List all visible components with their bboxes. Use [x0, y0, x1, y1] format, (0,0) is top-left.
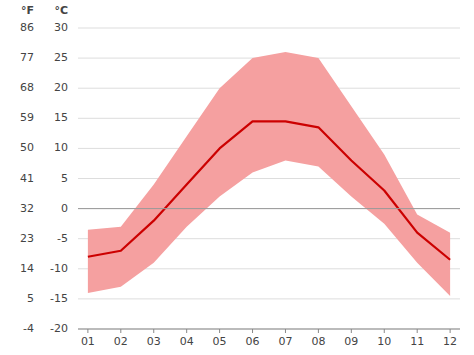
x-tick-label: 09 — [344, 335, 358, 348]
x-tick-label: 01 — [81, 335, 95, 348]
x-tick-label: 03 — [147, 335, 161, 348]
x-tick — [153, 329, 154, 333]
y2-tick-label: 23 — [20, 232, 34, 245]
plot-area — [88, 52, 450, 296]
grid-line — [78, 28, 460, 29]
y2-tick-label: 68 — [20, 81, 34, 94]
y2-tick-label: 32 — [20, 202, 34, 215]
y-tick-label: -5 — [57, 232, 68, 245]
x-tick — [285, 329, 286, 333]
y-tick-label: 30 — [54, 21, 68, 34]
grid-line — [78, 329, 460, 330]
x-tick-label: 08 — [311, 335, 325, 348]
y2-axis-label: °F — [21, 4, 34, 17]
x-tick-label: 02 — [114, 335, 128, 348]
grid-line — [78, 178, 460, 179]
y-tick-label: -20 — [50, 322, 68, 335]
line — [88, 121, 450, 259]
y-axis-label: °C — [54, 4, 68, 17]
x-tick — [417, 329, 418, 333]
y2-tick-label: 14 — [20, 262, 34, 275]
x-tick-label: 10 — [377, 335, 391, 348]
y2-tick-label: 5 — [27, 292, 34, 305]
grid-line — [78, 208, 460, 209]
y-tick-label: 25 — [54, 51, 68, 64]
x-tick — [120, 329, 121, 333]
x-tick — [450, 329, 451, 333]
x-tick — [219, 329, 220, 333]
grid — [78, 28, 460, 329]
y-tick-label: 5 — [61, 172, 68, 185]
grid-line — [78, 298, 460, 299]
x-tick — [384, 329, 385, 333]
y-tick-label: 10 — [54, 141, 68, 154]
x-tick-label: 07 — [278, 335, 292, 348]
range-band — [88, 52, 450, 296]
y2-tick-label: 50 — [20, 141, 34, 154]
x-tick — [351, 329, 352, 333]
y-tick-label: -10 — [50, 262, 68, 275]
x-tick-label: 11 — [410, 335, 424, 348]
zero-line — [78, 208, 460, 209]
y2-tick-label: 77 — [20, 51, 34, 64]
y2-tick-label: -4 — [23, 322, 34, 335]
x-axis-line — [78, 329, 460, 330]
y2-tick-label: 41 — [20, 172, 34, 185]
x-tick-label: 06 — [246, 335, 260, 348]
y-tick-label: 15 — [54, 111, 68, 124]
y2-tick-label: 59 — [20, 111, 34, 124]
x-tick-label: 05 — [213, 335, 227, 348]
x-tick — [87, 329, 88, 333]
x-tick — [252, 329, 253, 333]
chart: -20-15-10-5051015202530-4514233241505968… — [0, 0, 474, 355]
x-tick-label: 04 — [180, 335, 194, 348]
y-tick-label: 0 — [61, 202, 68, 215]
x-tick — [318, 329, 319, 333]
y2-tick-label: 86 — [20, 21, 34, 34]
x-tick — [186, 329, 187, 333]
y-tick-label: 20 — [54, 81, 68, 94]
x-tick-label: 12 — [443, 335, 457, 348]
y-tick-label: -15 — [50, 292, 68, 305]
